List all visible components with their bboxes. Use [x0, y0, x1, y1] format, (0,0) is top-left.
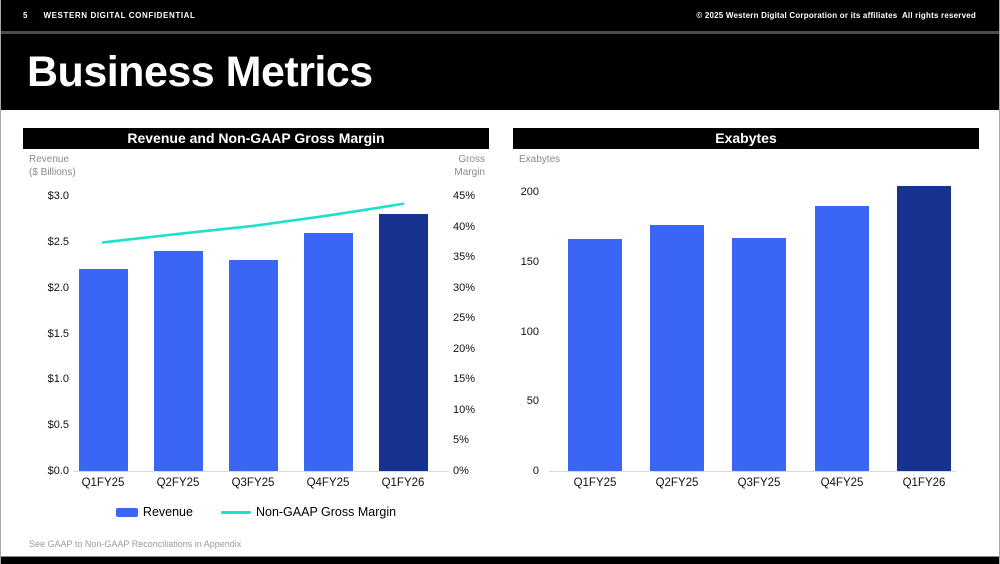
y-axis-tick-revenue: $3.0	[47, 190, 69, 202]
revenue-bar	[303, 232, 353, 471]
axis-caption-line: Revenue	[29, 154, 70, 165]
x-axis-category: Q2FY25	[156, 477, 200, 489]
x-axis-category: Q3FY25	[737, 477, 781, 489]
y-axis-tick-exabytes: 100	[520, 325, 539, 338]
revenue-bar	[153, 251, 203, 471]
chart-title-revenue-margin: Revenue and Non-GAAP Gross Margin	[23, 128, 489, 149]
y-axis-tick-gross-margin: 45%	[453, 190, 476, 202]
x-axis-category: Q1FY26	[381, 477, 425, 489]
y-axis-tick-revenue: $1.5	[47, 327, 69, 340]
right-axis-caption-gross-margin: Gross Margin	[405, 153, 485, 179]
y-axis-tick-gross-margin: 10%	[453, 403, 476, 416]
revenue-bar	[78, 269, 128, 471]
gross-margin-line-swatch-icon	[220, 510, 251, 514]
gaap-footnote: See GAAP to Non-GAAP Reconciliations in …	[29, 539, 242, 549]
y-axis-tick-gross-margin: 20%	[453, 342, 476, 355]
x-axis-category: Q1FY25	[81, 477, 125, 489]
revenue-bar	[378, 214, 428, 471]
y-axis-tick-gross-margin: 35%	[453, 251, 476, 264]
axis-caption-line: Gross	[458, 154, 485, 165]
x-axis-baseline	[549, 471, 956, 472]
y-axis-tick-revenue: $2.5	[47, 235, 69, 248]
y-axis-tick-gross-margin: 30%	[453, 281, 476, 294]
y-axis-tick-revenue: $1.0	[47, 373, 69, 386]
y-axis-tick-exabytes: 200	[520, 186, 539, 198]
x-axis-baseline	[74, 471, 449, 472]
revenue-swatch-icon	[115, 507, 138, 517]
axis-caption-exabytes: Exabytes	[519, 154, 561, 165]
y-axis-tick-revenue: $0.0	[47, 465, 69, 477]
legend-label-gross-margin: Non-GAAP Gross Margin	[255, 505, 397, 519]
y-axis-tick-gross-margin: 25%	[453, 312, 476, 325]
page-number: 5	[23, 11, 28, 20]
title-band: Business Metrics	[1, 34, 999, 110]
x-axis-category: Q3FY25	[231, 477, 275, 489]
y-axis-tick-exabytes: 0	[532, 465, 539, 477]
legend-item-revenue: Revenue	[115, 505, 193, 519]
axis-caption-line: ($ Billions)	[29, 167, 76, 178]
x-axis-category: Q1FY25	[573, 477, 617, 489]
x-axis-category: Q4FY25	[820, 477, 864, 489]
y-axis-tick-gross-margin: 5%	[453, 434, 469, 447]
copyright-text: © 2025 Western Digital Corporation or it…	[696, 11, 976, 20]
header-separator	[1, 31, 999, 34]
left-axis-caption-revenue: Revenue ($ Billions)	[29, 153, 76, 179]
y-axis-tick-exabytes: 150	[520, 255, 539, 268]
legend-label-revenue: Revenue	[142, 505, 193, 519]
page-title: Business Metrics	[27, 47, 373, 96]
bottom-strip	[1, 556, 999, 564]
y-axis-tick-gross-margin: 0%	[453, 465, 469, 477]
exabytes-bar	[732, 238, 786, 471]
top-confidential-bar: 5 WESTERN DIGITAL CONFIDENTIAL © 2025 We…	[1, 0, 999, 31]
y-axis-tick-revenue: $0.5	[47, 419, 69, 432]
x-axis-category: Q2FY25	[655, 477, 699, 489]
legend-item-gross-margin: Non-GAAP Gross Margin	[220, 505, 397, 519]
x-axis-category: Q1FY26	[902, 477, 946, 489]
chart-title-exabytes: Exabytes	[513, 128, 979, 149]
y-axis-tick-gross-margin: 15%	[453, 373, 476, 386]
confidential-label: WESTERN DIGITAL CONFIDENTIAL	[43, 11, 196, 20]
legend: Revenue Non-GAAP Gross Margin	[23, 503, 489, 521]
exabytes-bar	[815, 205, 869, 471]
exabytes-bar	[897, 186, 951, 471]
exabytes-bar	[568, 239, 622, 471]
x-axis-category: Q4FY25	[306, 477, 350, 489]
y-axis-tick-exabytes: 50	[526, 395, 539, 408]
revenue-bar	[228, 260, 278, 471]
axis-caption-line: Margin	[454, 167, 485, 178]
y-axis-tick-revenue: $2.0	[47, 281, 69, 294]
exabytes-bar	[650, 225, 704, 471]
y-axis-tick-gross-margin: 40%	[453, 220, 476, 233]
